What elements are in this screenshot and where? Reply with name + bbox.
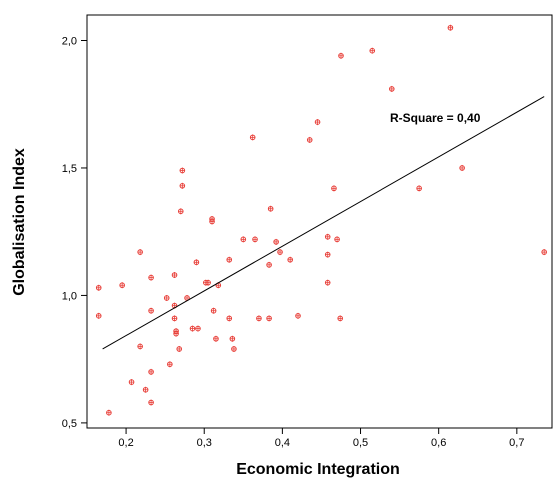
y-axis-title: Globalisation Index: [11, 148, 28, 296]
data-point: [209, 218, 215, 225]
data-point: [137, 343, 143, 350]
data-point: [226, 256, 233, 263]
data-point: [256, 315, 262, 322]
data-point: [447, 24, 454, 31]
data-point: [369, 47, 376, 54]
data-point: [229, 335, 236, 342]
data-point: [128, 379, 135, 386]
data-point: [306, 136, 313, 143]
y-tick-label: 1,0: [62, 290, 77, 302]
data-point: [95, 284, 102, 291]
data-point: [416, 185, 422, 192]
data-point: [205, 279, 211, 286]
data-point: [179, 167, 186, 174]
y-tick-label: 0,5: [62, 418, 77, 430]
x-tick-label: 0,2: [118, 437, 133, 449]
data-point: [459, 164, 465, 171]
data-point: [195, 325, 201, 332]
data-point: [295, 312, 301, 319]
x-tick-label: 0,6: [431, 437, 446, 449]
data-point: [337, 315, 344, 322]
x-axis-ticks: 0,2 0,3 0,4 0,5 0,6 0,7: [118, 428, 524, 449]
data-point: [176, 345, 183, 352]
data-point: [273, 238, 279, 245]
data-point: [541, 249, 547, 256]
y-tick-label: 1,5: [62, 163, 77, 175]
data-point: [266, 315, 272, 322]
data-point: [240, 236, 247, 243]
regression-line: [102, 96, 545, 350]
plot-frame: [86, 14, 553, 429]
data-point: [266, 261, 272, 268]
data-point: [338, 52, 344, 59]
data-point: [95, 312, 102, 319]
data-point: [179, 182, 186, 189]
data-point: [324, 251, 331, 258]
r-square-annotation: R-Square = 0,40: [390, 111, 481, 125]
data-point: [231, 345, 237, 352]
x-tick-label: 0,4: [275, 437, 290, 449]
x-tick-label: 0,5: [353, 437, 368, 449]
data-point: [148, 368, 154, 375]
x-tick-label: 0,7: [509, 437, 524, 449]
x-tick-label: 0,3: [197, 437, 212, 449]
data-point: [314, 119, 321, 126]
data-point: [331, 185, 337, 192]
data-point: [177, 208, 184, 215]
data-point: [148, 307, 154, 314]
data-point: [106, 409, 112, 416]
data-point: [142, 386, 149, 393]
data-point: [324, 279, 331, 286]
data-point: [267, 205, 274, 212]
data-point: [226, 315, 233, 322]
x-axis-title: Economic Integration: [236, 461, 400, 478]
data-point: [252, 236, 258, 243]
data-point: [148, 399, 154, 406]
data-point: [171, 315, 178, 322]
data-point: [137, 249, 143, 256]
y-tick-label: 2,0: [62, 35, 77, 47]
y-axis-ticks: 0,5 1,0 1,5 2,0: [62, 35, 87, 430]
data-point: [249, 134, 256, 141]
data-point: [193, 259, 200, 266]
data-point: [287, 256, 293, 263]
data-point: [334, 236, 340, 243]
data-point: [119, 282, 125, 289]
data-point: [213, 335, 219, 342]
data-point: [388, 85, 395, 92]
data-points: [95, 24, 547, 416]
data-point: [277, 249, 283, 256]
data-point: [210, 307, 217, 314]
data-point: [324, 233, 331, 240]
data-point: [167, 361, 173, 368]
data-point: [171, 272, 178, 279]
data-point: [173, 330, 179, 337]
data-point: [148, 274, 154, 281]
data-point: [163, 294, 170, 301]
data-point: [189, 325, 196, 332]
